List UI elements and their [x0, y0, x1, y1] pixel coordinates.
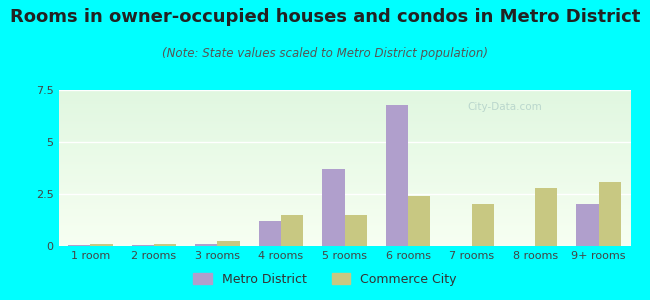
Bar — [217, 241, 240, 246]
Bar — [322, 169, 344, 246]
Bar — [154, 244, 176, 246]
Bar — [68, 245, 90, 246]
Bar — [535, 188, 558, 246]
Text: Rooms in owner-occupied houses and condos in Metro District: Rooms in owner-occupied houses and condo… — [10, 8, 640, 26]
Bar — [90, 244, 112, 246]
Bar — [408, 196, 430, 246]
Legend: Metro District, Commerce City: Metro District, Commerce City — [188, 268, 462, 291]
Bar — [386, 105, 408, 246]
Bar — [131, 245, 154, 246]
Bar — [577, 204, 599, 246]
Text: City-Data.com: City-Data.com — [467, 103, 542, 112]
Bar — [195, 244, 217, 246]
Bar — [599, 182, 621, 246]
Bar — [344, 215, 367, 246]
Bar — [281, 215, 303, 246]
Bar — [472, 204, 494, 246]
Bar — [259, 221, 281, 246]
Text: (Note: State values scaled to Metro District population): (Note: State values scaled to Metro Dist… — [162, 46, 488, 59]
